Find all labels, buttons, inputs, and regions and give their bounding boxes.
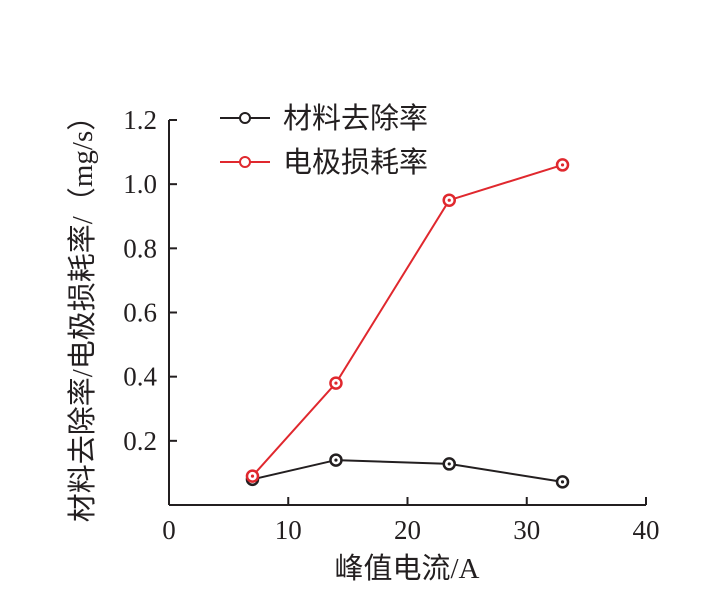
data-point-core-electrode-wear-rate — [334, 381, 338, 385]
legend-item-material-removal-rate: 材料去除率 — [220, 102, 428, 135]
axis-ticks: 0 10 20 30 40 0.2 0.4 0.6 0.8 1.0 1.2 — [123, 105, 659, 545]
data-point-core-electrode-wear-rate — [250, 474, 255, 478]
series-line-material-removal-rate — [252, 459, 563, 483]
x-tick-label: 0 — [162, 515, 176, 545]
x-axis-title: 峰值电流/A — [334, 552, 479, 585]
legend-marker-electrode-wear-rate — [239, 156, 251, 168]
series-line-electrode-wear-rate — [251, 163, 563, 477]
y-axis-title: 材料去除率/电极损耗率/（mg/s） — [66, 102, 99, 523]
legend-item-electrode-wear-rate: 电极损耗率 — [220, 146, 428, 179]
data-point-core-material-removal-rate — [560, 480, 565, 484]
data-point-core-material-removal-rate — [447, 462, 451, 466]
y-tick-label: 0.8 — [123, 233, 157, 263]
x-tick-label: 10 — [275, 515, 302, 545]
data-point-core-electrode-wear-rate — [560, 163, 565, 167]
x-tick-label: 20 — [394, 515, 421, 545]
data-series — [245, 158, 570, 489]
y-tick-label: 1.2 — [123, 105, 157, 135]
data-point-core-electrode-wear-rate — [447, 198, 451, 202]
y-tick-label: 0.4 — [123, 362, 157, 392]
legend-label-electrode-wear-rate: 电极损耗率 — [283, 146, 428, 179]
y-tick-label: 1.0 — [123, 169, 157, 199]
y-tick-label: 0.2 — [123, 426, 157, 456]
legend: 材料去除率 电极损耗率 — [220, 102, 428, 179]
x-tick-label: 40 — [633, 515, 660, 545]
legend-marker-material-removal-rate — [239, 112, 251, 124]
legend-label-material-removal-rate: 材料去除率 — [283, 102, 428, 135]
y-tick-label: 0.6 — [123, 298, 157, 328]
x-tick-label: 30 — [513, 515, 540, 545]
series-material-removal-rate — [245, 453, 570, 489]
series-electrode-wear-rate — [245, 158, 570, 483]
data-point-core-material-removal-rate — [334, 458, 338, 462]
